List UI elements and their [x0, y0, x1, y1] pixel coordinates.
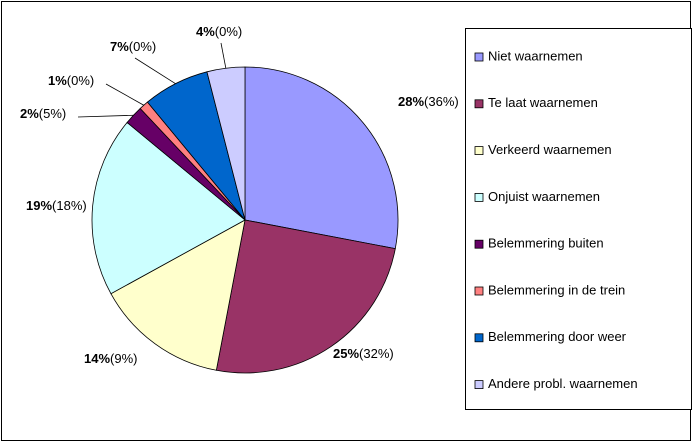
legend-label: Belemmering buiten	[488, 236, 604, 251]
value-label: 2%	[20, 106, 39, 121]
legend-swatch	[474, 286, 484, 296]
value-label: 28%	[398, 94, 424, 109]
data-label: 19%(18%)	[26, 198, 87, 213]
legend-swatch	[474, 239, 484, 249]
value-label: 25%	[333, 346, 359, 361]
pie-slice	[91, 121, 246, 295]
leader-line	[134, 57, 176, 85]
legend-label: Andere probl. waarnemen	[488, 376, 638, 391]
secondary-label: (0%)	[67, 73, 94, 88]
secondary-label: (0%)	[215, 24, 242, 39]
secondary-label: (5%)	[39, 106, 66, 121]
secondary-label: (18%)	[52, 198, 87, 213]
data-label: 14%(9%)	[84, 351, 137, 366]
legend-swatch	[474, 99, 484, 109]
pie-slice	[215, 219, 396, 374]
value-label: 19%	[26, 198, 52, 213]
pie-slice	[244, 66, 399, 250]
legend-swatch	[474, 380, 484, 390]
legend-label: Onjuist waarnemen	[488, 189, 600, 204]
legend-swatch	[474, 146, 484, 156]
leader-line	[77, 114, 134, 118]
data-label: 4%(0%)	[196, 24, 242, 39]
legend-label: Verkeerd waarnemen	[488, 142, 612, 157]
legend-box	[465, 28, 692, 410]
value-label: 1%	[48, 73, 67, 88]
legend-label: Belemmering in de trein	[488, 282, 625, 297]
legend-swatch	[474, 52, 484, 62]
secondary-label: (36%)	[424, 94, 459, 109]
legend-label: Belemmering door weer	[488, 329, 627, 344]
data-label: 2%(5%)	[20, 106, 66, 121]
data-label: 25%(32%)	[333, 346, 394, 361]
leader-line	[105, 83, 145, 106]
value-label: 7%	[110, 39, 129, 54]
legend-swatch	[474, 333, 484, 343]
data-label: 7%(0%)	[110, 39, 156, 54]
legend-label: Niet waarnemen	[488, 48, 583, 63]
data-label: 28%(36%)	[398, 94, 459, 109]
legend-label: Te laat waarnemen	[488, 95, 598, 110]
leader-line	[220, 42, 227, 69]
secondary-label: (9%)	[110, 351, 137, 366]
value-label: 4%	[196, 24, 215, 39]
pie-slice	[110, 219, 246, 371]
secondary-label: (0%)	[129, 39, 156, 54]
secondary-label: (32%)	[359, 346, 394, 361]
legend-swatch	[474, 192, 484, 202]
value-label: 14%	[84, 351, 110, 366]
data-label: 1%(0%)	[48, 73, 94, 88]
